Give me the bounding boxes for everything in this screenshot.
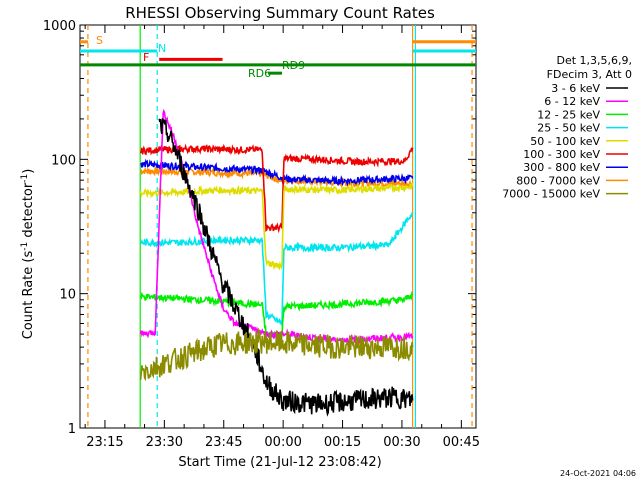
plot-frame: [79, 24, 477, 429]
date-stamp: 24-Oct-2021 04:06: [560, 469, 636, 478]
chart-title: RHESSI Observing Summary Count Rates: [125, 4, 435, 22]
x-tick-label: 00:00: [264, 435, 301, 450]
series-line: [158, 118, 414, 417]
series-line: [139, 143, 414, 234]
legend-entry-label: 800 - 7000 keV: [516, 174, 600, 187]
flag-annotation: F: [143, 51, 149, 64]
y-axis-label-sup-1: -1: [20, 242, 30, 251]
y-tick-label: 100: [51, 153, 76, 168]
legend-entry-label: 12 - 25 keV: [537, 108, 600, 121]
flag-annotation: S: [96, 34, 103, 47]
legend-entry-label: 25 - 50 keV: [537, 122, 600, 135]
legend-entry-label: 50 - 100 keV: [530, 135, 600, 148]
legend-entry-label: 100 - 300 keV: [523, 148, 600, 161]
flag-annotation: N: [158, 42, 166, 55]
x-tick-label: 23:45: [205, 435, 242, 450]
x-tick-label: 23:30: [146, 435, 183, 450]
flag-annotation: RD9: [282, 59, 305, 72]
legend-entry-label: 7000 - 15000 keV: [502, 188, 600, 201]
y-axis-label: Count Rate (s-1 detector-1): [20, 169, 36, 340]
y-axis-label-part-1: Count Rate (s: [21, 251, 36, 340]
y-tick-label: 1000: [43, 19, 76, 34]
x-tick-label: 23:15: [86, 435, 123, 450]
y-axis-label-part-3: ): [21, 169, 36, 174]
series-line: [140, 158, 414, 187]
x-tick-label: 00:45: [443, 435, 480, 450]
series-line: [139, 327, 414, 382]
legend-entry-label: 6 - 12 keV: [544, 95, 600, 108]
series-line: [139, 212, 414, 326]
legend-entry-label: 300 - 800 keV: [523, 161, 600, 174]
x-tick-label: 00:30: [383, 435, 420, 450]
x-tick-label: 00:15: [324, 435, 361, 450]
plot-area: 1 10 100 1000 23:15 23:30 23:45 00:00 00:15 00:30…: [43, 19, 480, 450]
legend-entry-label: 3 - 6 keV: [551, 82, 600, 95]
x-axis-label: Start Time (21-Jul-12 23:08:42): [178, 455, 381, 470]
y-axis-label-sup-2: -1: [20, 174, 30, 183]
flag-annotation: RD6: [248, 67, 271, 80]
legend: Det 1,3,5,6,9, FDecim 3, Att 0 3 - 6 keV…: [502, 54, 632, 201]
legend-header-line-1: Det 1,3,5,6,9,: [556, 54, 632, 67]
legend-header-line-2: FDecim 3, Att 0: [547, 68, 632, 81]
series-line: [139, 182, 414, 271]
y-axis-label-part-2: detector: [21, 182, 36, 242]
y-tick-label: 10: [59, 288, 76, 303]
y-tick-label: 1: [68, 422, 76, 437]
